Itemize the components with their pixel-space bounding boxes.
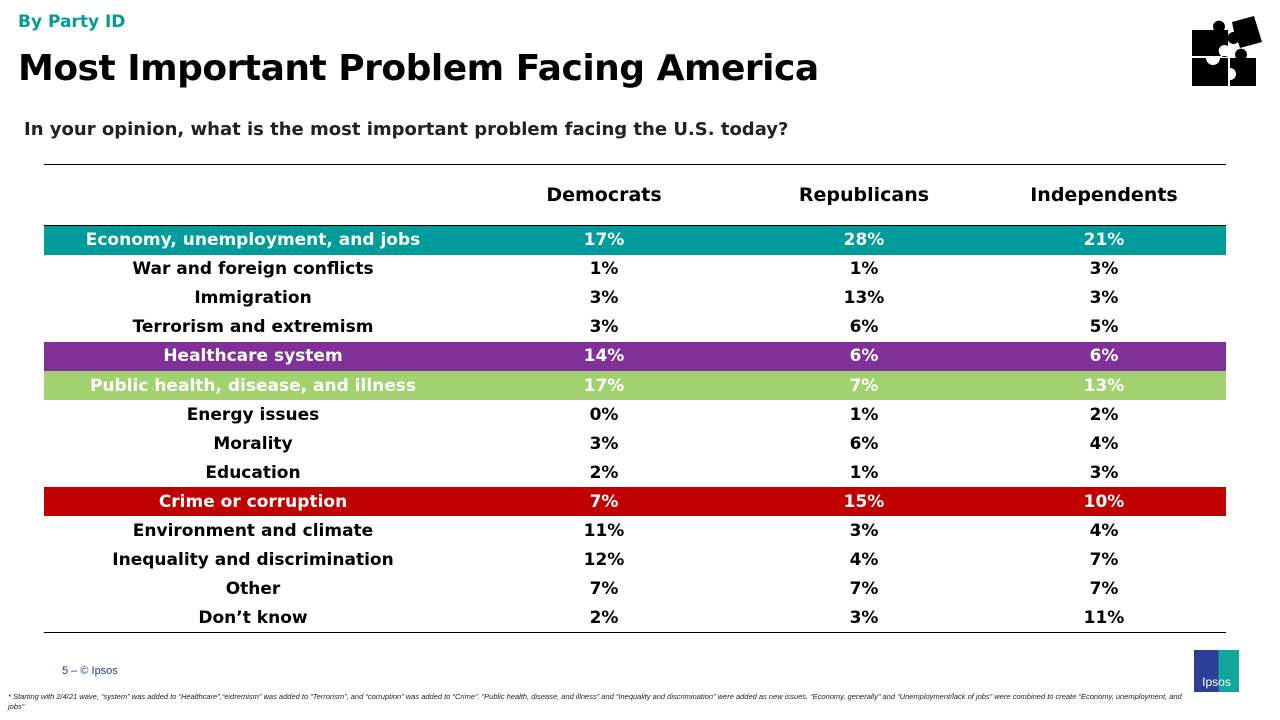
value-republicans: 4%	[849, 550, 879, 571]
value-independents: 6%	[1089, 346, 1119, 367]
logo-text: Ipsos	[1202, 675, 1231, 689]
table-row: Energy issues 0% 1% 2%	[44, 400, 1226, 429]
value-republicans: 15%	[843, 491, 885, 512]
value-republicans: 28%	[843, 230, 885, 251]
row-label: Environment and climate	[132, 520, 374, 541]
row-label: Education	[205, 462, 301, 483]
column-header-label	[44, 164, 462, 226]
value-democrats: 0%	[589, 404, 619, 425]
table-row: Inequality and discrimination 12% 4% 7%	[44, 546, 1226, 575]
table-row: War and foreign conflicts 1% 1% 3%	[44, 255, 1226, 284]
survey-question: In your opinion, what is the most import…	[24, 119, 789, 140]
value-republicans: 6%	[849, 433, 879, 454]
value-independents: 3%	[1089, 288, 1119, 309]
value-democrats: 2%	[589, 608, 619, 629]
table-row: Morality 3% 6% 4%	[44, 429, 1226, 458]
value-independents: 3%	[1089, 462, 1119, 483]
table-row: Don’t know 2% 3% 11%	[44, 604, 1226, 633]
page-title: Most Important Problem Facing America	[18, 48, 819, 89]
value-democrats: 17%	[583, 375, 625, 396]
value-independents: 4%	[1089, 520, 1119, 541]
value-republicans: 7%	[849, 579, 879, 600]
value-republicans: 1%	[849, 404, 879, 425]
value-independents: 4%	[1089, 433, 1119, 454]
footnote: * Starting with 2/4/21 wave, “system” wa…	[8, 692, 1182, 711]
table-row: Economy, unemployment, and jobs 17% 28% 21%	[44, 225, 1226, 255]
row-label: Inequality and discrimination	[112, 550, 394, 571]
column-header-democrats: Democrats	[462, 164, 746, 226]
value-democrats: 14%	[583, 346, 625, 367]
section-kicker: By Party ID	[18, 12, 126, 32]
row-label: Energy issues	[186, 404, 320, 425]
results-table: Democrats Republicans Independents Econo…	[44, 164, 1226, 633]
table-row: Other 7% 7% 7%	[44, 575, 1226, 604]
value-independents: 7%	[1089, 550, 1119, 571]
value-independents: 10%	[1083, 491, 1125, 512]
puzzle-icon	[1192, 16, 1262, 86]
value-independents: 13%	[1083, 375, 1125, 396]
value-democrats: 7%	[589, 491, 619, 512]
table-row: Education 2% 1% 3%	[44, 458, 1226, 487]
value-republicans: 3%	[849, 520, 879, 541]
value-independents: 3%	[1089, 259, 1119, 280]
value-republicans: 1%	[849, 462, 879, 483]
value-democrats: 11%	[583, 520, 625, 541]
value-democrats: 3%	[589, 433, 619, 454]
column-header-independents: Independents	[982, 164, 1226, 226]
table-header-row: Democrats Republicans Independents	[44, 164, 1226, 226]
row-label: Morality	[213, 433, 293, 454]
page-number: 5 – © Ipsos	[62, 665, 118, 677]
row-label: Other	[225, 579, 281, 600]
value-republicans: 3%	[849, 608, 879, 629]
value-democrats: 2%	[589, 462, 619, 483]
row-label: Healthcare system	[163, 346, 343, 367]
row-label: Economy, unemployment, and jobs	[85, 230, 421, 251]
value-republicans: 6%	[849, 317, 879, 338]
table-row: Immigration 3% 13% 3%	[44, 284, 1226, 313]
row-label: Don’t know	[198, 608, 308, 629]
value-independents: 21%	[1083, 230, 1125, 251]
table-row: Healthcare system 14% 6% 6%	[44, 341, 1226, 371]
value-republicans: 7%	[849, 375, 879, 396]
value-democrats: 1%	[589, 259, 619, 280]
table-row: Terrorism and extremism 3% 6% 5%	[44, 313, 1226, 342]
table-row: Environment and climate 11% 3% 4%	[44, 516, 1226, 545]
row-label: Public health, disease, and illness	[89, 375, 417, 396]
row-label: Crime or corruption	[158, 491, 348, 512]
ipsos-logo: Ipsos	[1194, 650, 1239, 692]
value-republicans: 1%	[849, 259, 879, 280]
column-header-republicans: Republicans	[746, 164, 982, 226]
table-row: Crime or corruption 7% 15% 10%	[44, 487, 1226, 517]
value-republicans: 13%	[843, 288, 885, 309]
value-democrats: 3%	[589, 288, 619, 309]
value-democrats: 17%	[583, 230, 625, 251]
row-label: War and foreign conflicts	[132, 259, 374, 280]
value-republicans: 6%	[849, 346, 879, 367]
row-label: Immigration	[194, 288, 312, 309]
value-independents: 7%	[1089, 579, 1119, 600]
value-democrats: 12%	[583, 550, 625, 571]
value-democrats: 7%	[589, 579, 619, 600]
value-democrats: 3%	[589, 317, 619, 338]
value-independents: 5%	[1089, 317, 1119, 338]
value-independents: 2%	[1089, 404, 1119, 425]
row-label: Terrorism and extremism	[132, 317, 374, 338]
table-row: Public health, disease, and illness 17% 7%…	[44, 370, 1226, 401]
value-independents: 11%	[1083, 608, 1125, 629]
